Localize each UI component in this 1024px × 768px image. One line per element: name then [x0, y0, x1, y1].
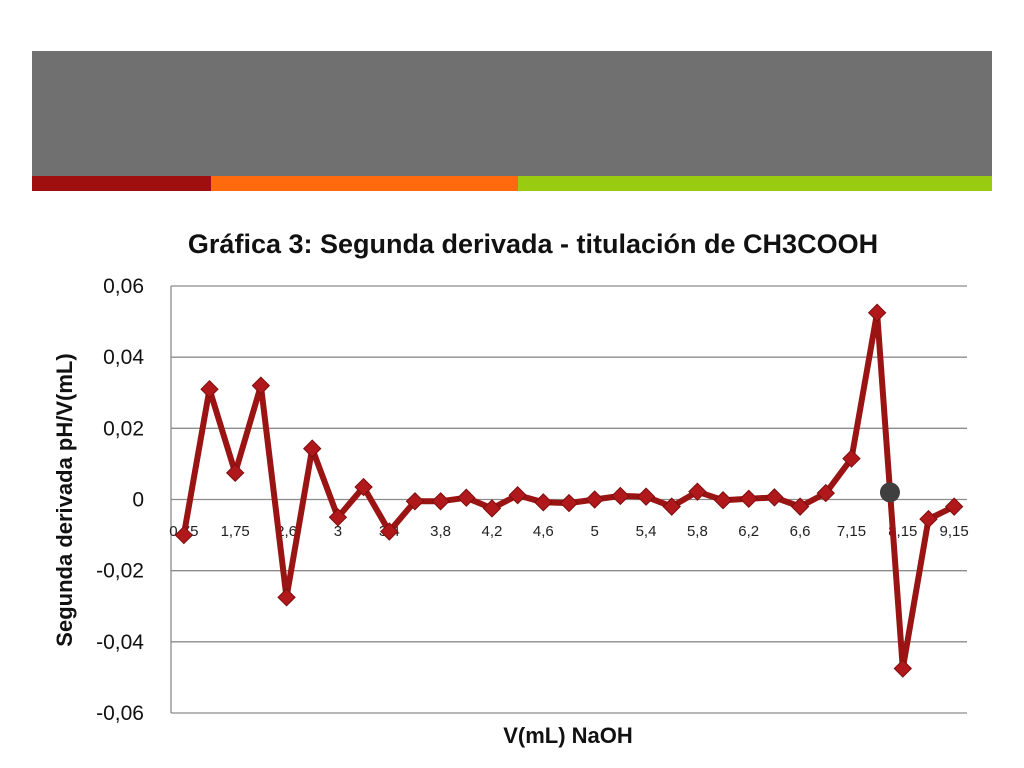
y-tick-label-0: 0,06 [103, 275, 144, 298]
x-tick-label-26: 7,15 [837, 523, 866, 540]
data-point-28 [893, 659, 913, 678]
y-tick-label-6: -0,06 [96, 702, 144, 725]
x-tick-label-24: 6,6 [790, 523, 811, 540]
accent-stripe-red [32, 176, 211, 191]
data-point-10 [431, 492, 450, 511]
series-line-0 [180, 309, 956, 672]
x-tick-label-20: 5,8 [687, 523, 708, 540]
data-point-24 [790, 497, 810, 516]
data-point-19 [662, 497, 681, 516]
x-tick-label-22: 6,2 [738, 523, 759, 540]
data-point-2 [225, 463, 245, 483]
data-point-27 [867, 303, 887, 322]
data-point-6 [328, 508, 348, 527]
data-point-11 [457, 488, 476, 507]
x-tick-label-12: 4,2 [482, 523, 503, 540]
x-tick-label-30: 9,15 [940, 523, 969, 540]
y-tick-label-2: 0,02 [103, 417, 144, 440]
data-point-29 [919, 509, 938, 529]
data-point-1 [200, 379, 219, 399]
data-point-5 [303, 439, 322, 458]
data-point-16 [585, 490, 604, 509]
data-point-12 [482, 499, 502, 518]
y-tick-label-3: 0 [132, 489, 144, 512]
data-point-30 [944, 497, 964, 516]
series-markers [174, 303, 964, 678]
data-point-14 [534, 493, 553, 512]
data-point-13 [508, 486, 527, 505]
accent-stripe-orange [211, 176, 518, 191]
data-point-22 [739, 489, 758, 508]
y-axis-title: Segunda derivada pH/V(mL) [52, 353, 77, 646]
data-point-23 [765, 488, 784, 507]
data-point-18 [636, 487, 656, 506]
x-tick-label-14: 4,6 [533, 523, 554, 540]
data-point-26 [842, 449, 861, 468]
x-tick-label-16: 5 [591, 523, 599, 540]
y-tick-labels: 0,06 0,04 0,02 0 -0,02 -0,04 -0,06 [96, 275, 144, 725]
y-tick-label-4: -0,02 [96, 560, 144, 583]
header-banner [32, 51, 992, 176]
x-tick-label-18: 5,4 [636, 523, 657, 540]
y-tick-label-1: 0,04 [103, 346, 144, 369]
y-tick-label-5: -0,04 [96, 631, 144, 654]
highlight-layer [879, 482, 900, 503]
data-point-15 [559, 493, 579, 513]
data-point-4 [277, 588, 296, 607]
x-tick-label-2: 1,75 [221, 523, 250, 540]
highlight-point [879, 482, 900, 503]
x-tick-labels: 0,751,752,633,43,84,24,655,45,86,26,67,1… [169, 523, 969, 540]
chart-title: Gráfica 3: Segunda derivada - titulación… [188, 229, 878, 259]
x-axis-title: V(mL) NaOH [503, 723, 633, 748]
data-point-9 [405, 492, 425, 511]
x-tick-label-10: 3,8 [430, 523, 451, 540]
x-tick-label-6: 3 [334, 523, 342, 540]
series-line [180, 309, 956, 672]
data-point-25 [816, 483, 835, 503]
accent-stripe-green [518, 176, 992, 191]
data-point-21 [713, 491, 733, 510]
data-point-0 [174, 525, 194, 545]
data-point-20 [688, 482, 707, 501]
data-point-17 [611, 486, 630, 506]
data-point-7 [354, 477, 373, 497]
data-point-8 [380, 522, 399, 541]
data-point-3 [251, 376, 271, 395]
